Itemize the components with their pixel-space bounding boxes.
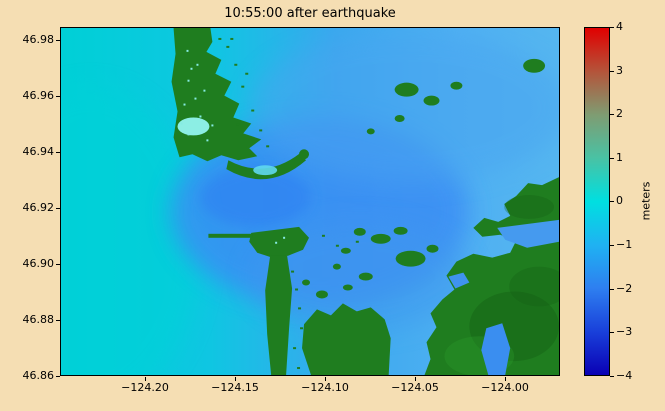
y-tick [56, 152, 60, 153]
x-tick-label: −124.10 [301, 381, 349, 394]
land-bottom-middle [302, 303, 391, 375]
marsh-speckles-green [218, 37, 359, 370]
land-jetty [208, 233, 253, 238]
x-tick [415, 377, 416, 381]
colorbar-tick [610, 289, 614, 290]
colorbar [584, 27, 610, 376]
x-tick-label: −124.20 [121, 381, 169, 394]
land-hook-spit [226, 153, 307, 180]
land-upper-islands [366, 58, 546, 135]
colorbar-tick-label: 0 [616, 194, 623, 207]
y-tick [56, 208, 60, 209]
y-tick-label: 46.96 [22, 89, 55, 102]
x-tick [325, 377, 326, 381]
colorbar-tick [610, 71, 614, 72]
land-midbay-islands [302, 226, 439, 286]
y-tick-label: 46.98 [22, 33, 55, 46]
x-tick [145, 377, 146, 381]
colorbar-tick [610, 332, 614, 333]
x-tick [505, 377, 506, 381]
colorbar-tick [610, 201, 614, 202]
colorbar-tick [610, 27, 614, 28]
water-inlets [448, 219, 559, 375]
y-tick [56, 264, 60, 265]
colorbar-tick-label: 1 [616, 151, 623, 164]
colorbar-tick [610, 158, 614, 159]
x-tick [235, 377, 236, 381]
marsh-speckles-cyan [180, 49, 286, 244]
x-tick-label: −124.05 [391, 381, 439, 394]
land-south-spit [265, 255, 293, 375]
y-tick-label: 46.90 [22, 257, 55, 270]
colorbar-tick-label: −3 [616, 325, 633, 338]
plot-area [60, 27, 560, 376]
colorbar-tick-label: −4 [616, 369, 633, 382]
water-surface [61, 28, 559, 375]
colorbar-tick-label: −1 [616, 238, 633, 251]
colorbar-tick [610, 376, 614, 377]
y-tick-label: 46.94 [22, 145, 55, 158]
y-tick [56, 320, 60, 321]
x-tick-label: −124.15 [211, 381, 259, 394]
colorbar-tick-label: 3 [616, 64, 623, 77]
land-south-spit-head [249, 226, 310, 258]
y-tick [56, 40, 60, 41]
plot-title: 10:55:00 after earthquake [224, 6, 396, 21]
y-tick [56, 96, 60, 97]
y-tick-label: 46.88 [22, 313, 55, 326]
colorbar-tick [610, 245, 614, 246]
colorbar-axis-label: meters [639, 181, 653, 221]
y-tick-label: 46.92 [22, 201, 55, 214]
lakes [177, 117, 278, 176]
x-tick-label: −124.00 [481, 381, 529, 394]
y-tick [56, 376, 60, 377]
colorbar-tick [610, 114, 614, 115]
colorbar-tick-label: −2 [616, 282, 633, 295]
map-canvas [61, 28, 559, 375]
y-tick-label: 46.86 [22, 369, 55, 382]
colorbar-tick-label: 4 [616, 20, 623, 33]
colorbar-tick-label: 2 [616, 107, 623, 120]
